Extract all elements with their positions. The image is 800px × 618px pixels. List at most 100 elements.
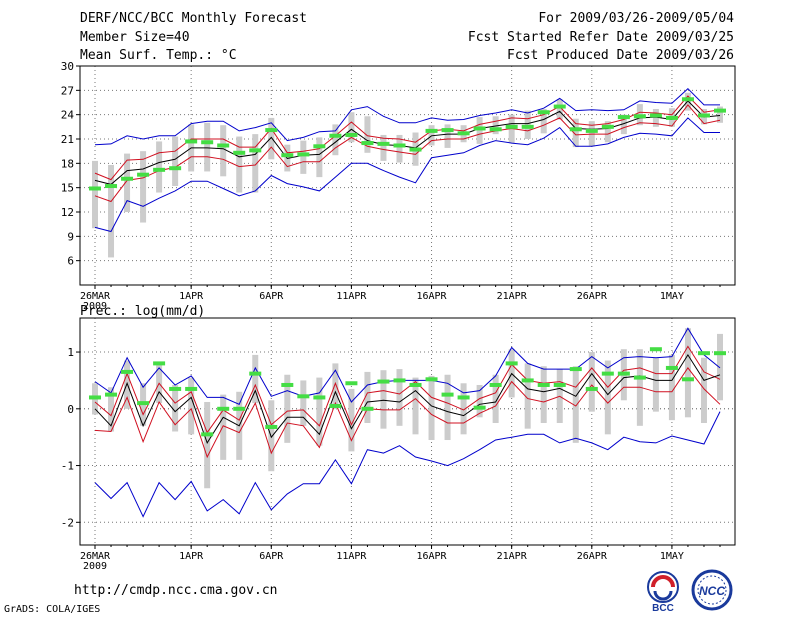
observed-marker: [617, 371, 630, 376]
observed-marker: [201, 140, 214, 145]
upper-spread-line: [94, 95, 721, 181]
observed-marker: [569, 367, 582, 372]
ensemble-box: [268, 117, 275, 160]
ensemble-box: [300, 380, 307, 426]
observed-marker: [601, 371, 614, 376]
ensemble-box: [204, 401, 211, 489]
y-tick-label: 12: [61, 206, 74, 219]
observed-marker: [697, 113, 710, 118]
ensemble-box: [108, 164, 115, 258]
observed-marker: [297, 394, 310, 399]
ensemble-box: [540, 108, 547, 134]
ensemble-box: [476, 117, 483, 144]
panel-frame: [79, 317, 736, 546]
ensemble-box: [316, 377, 323, 446]
observed-marker: [714, 108, 726, 113]
ensemble-box: [252, 354, 259, 404]
forecast-period: For 2009/03/26-2009/05/04: [538, 11, 734, 26]
observed-marker: [105, 184, 118, 189]
observed-marker: [233, 150, 246, 155]
observed-marker: [329, 133, 342, 138]
ensemble-box: [652, 357, 659, 412]
observed-marker: [185, 386, 198, 391]
observed-marker: [281, 153, 294, 158]
observed-marker: [377, 141, 390, 146]
ensemble-box: [396, 134, 403, 163]
ensemble-box: [108, 387, 115, 432]
observed-marker: [649, 113, 662, 118]
ensemble-box: [124, 153, 131, 212]
observed-marker: [281, 382, 294, 387]
observed-marker: [457, 395, 470, 400]
ensemble-box: [524, 363, 531, 429]
ensemble-box: [172, 136, 179, 187]
y-tick-label: 0: [67, 403, 74, 416]
observed-marker: [265, 128, 278, 133]
observed-marker: [633, 375, 646, 380]
ensemble-box: [428, 375, 435, 441]
ensemble-box: [380, 134, 387, 161]
observed-marker: [377, 379, 390, 384]
x-tick-label: 21APR: [497, 551, 528, 562]
x-tick-label: 1APR: [179, 291, 204, 302]
x-tick-year-label: 2009: [83, 301, 107, 312]
observed-marker: [521, 378, 534, 383]
x-tick-year-label: 2009: [83, 561, 107, 572]
ensemble-box: [252, 134, 259, 193]
observed-marker: [425, 377, 438, 382]
ensemble-box: [572, 118, 579, 148]
observed-marker: [585, 386, 598, 391]
observed-marker: [425, 128, 438, 133]
observed-marker: [537, 382, 550, 387]
observed-marker: [89, 186, 101, 191]
ensemble-box: [300, 140, 307, 174]
ensemble-box: [380, 370, 387, 429]
observed-marker: [633, 114, 646, 119]
website-link[interactable]: http://cmdp.ncc.cma.gov.cn: [74, 583, 278, 598]
ensemble-box: [220, 125, 227, 177]
ensemble-box: [684, 328, 691, 418]
ncc-logo-text: NCC: [699, 584, 725, 598]
ensemble-box: [717, 333, 723, 401]
x-tick-label: 16APR: [416, 551, 447, 562]
y-tick-label: 24: [61, 109, 75, 122]
observed-marker: [249, 148, 262, 153]
observed-marker: [105, 392, 118, 397]
lower-spread-line: [94, 104, 721, 203]
observed-marker: [169, 166, 182, 171]
x-tick-label: 1MAY: [660, 551, 684, 562]
observed-marker: [665, 365, 678, 370]
ensemble-box: [348, 112, 355, 143]
observed-marker: [249, 371, 262, 376]
bcc-logo: BCC: [647, 571, 679, 612]
ensemble-box: [316, 137, 323, 178]
y-tick-label: 18: [61, 157, 74, 170]
observed-marker: [665, 115, 678, 120]
ensemble-box: [172, 384, 179, 432]
ensemble-box: [700, 357, 707, 423]
ensemble-box: [460, 383, 467, 435]
observed-marker: [393, 143, 406, 148]
ensemble-box: [444, 374, 451, 441]
ensemble-box: [348, 388, 355, 452]
observed-marker: [505, 361, 518, 366]
observed-marker: [649, 347, 662, 352]
observed-marker: [409, 147, 422, 152]
observed-marker: [169, 386, 182, 391]
observed-marker: [489, 127, 502, 132]
observed-marker: [345, 132, 358, 137]
variable-label: Mean Surf. Temp.: °C: [80, 48, 237, 63]
ensemble-box: [332, 363, 339, 409]
ensemble-mean-line: [94, 353, 721, 445]
ensemble-box: [684, 92, 691, 111]
observed-marker: [185, 139, 198, 144]
x-tick-label: 1APR: [179, 551, 204, 562]
ensemble-box: [396, 369, 403, 426]
y-tick-label: 15: [61, 182, 74, 195]
precip-panel-title: Prec.: log(mm/d): [80, 304, 205, 319]
ensemble-box: [412, 377, 419, 435]
ensemble-box: [524, 110, 531, 139]
observed-marker: [361, 141, 374, 146]
observed-marker: [457, 131, 470, 136]
observed-marker: [89, 395, 101, 400]
